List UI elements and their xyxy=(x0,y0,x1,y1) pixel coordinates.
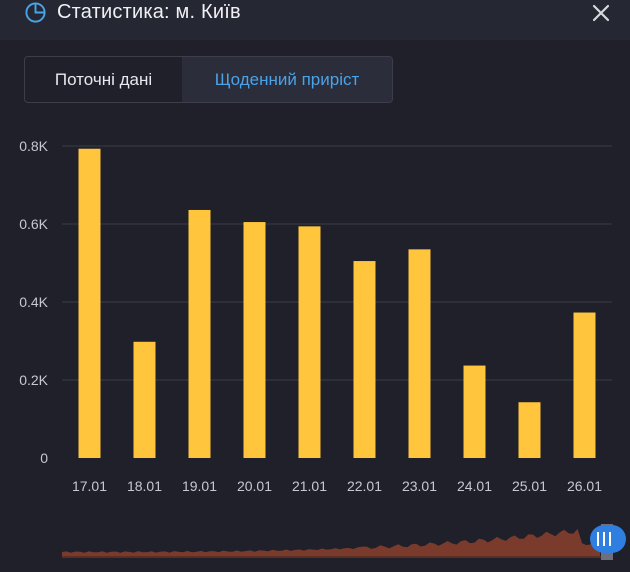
x-tick-label: 22.01 xyxy=(347,478,382,494)
tab-daily-increase[interactable]: Щоденний приріст xyxy=(182,57,392,102)
x-tick-label: 25.01 xyxy=(512,478,547,494)
overview-baseline xyxy=(62,556,602,558)
overview-area xyxy=(62,529,600,558)
bar xyxy=(243,222,266,458)
pie-chart-icon xyxy=(25,2,46,23)
x-tick-label: 17.01 xyxy=(72,478,107,494)
bar xyxy=(78,148,101,459)
x-tick-label: 18.01 xyxy=(127,478,162,494)
x-tick-label: 19.01 xyxy=(182,478,217,494)
bar xyxy=(188,209,211,458)
bar xyxy=(133,341,156,458)
y-tick-label: 0.4K xyxy=(19,294,48,310)
bar xyxy=(353,261,376,458)
x-tick-label: 20.01 xyxy=(237,478,272,494)
daily-increase-bar-chart: 0 0.2K 0.4K 0.6K 0.8K 17.01 18.01 19.01 20.01 21.… xyxy=(19,138,612,494)
y-tick-label: 0.8K xyxy=(19,138,48,154)
window-title: Статистика: м. Київ xyxy=(57,1,241,23)
close-icon[interactable] xyxy=(591,3,611,23)
y-tick-label: 0 xyxy=(40,450,48,466)
range-handle[interactable] xyxy=(590,524,626,560)
y-tick-label: 0.6K xyxy=(19,216,48,232)
tab-current-data[interactable]: Поточні дані xyxy=(54,69,153,89)
bar xyxy=(298,226,321,458)
x-tick-label: 26.01 xyxy=(567,478,602,494)
x-tick-label: 23.01 xyxy=(402,478,437,494)
x-tick-label: 24.01 xyxy=(457,478,492,494)
view-tabs: Поточні дані Щоденний приріст xyxy=(24,56,393,103)
range-overview-slider[interactable] xyxy=(0,510,630,572)
bar xyxy=(518,402,541,458)
window-header: Статистика: м. Київ xyxy=(0,0,630,40)
y-tick-label: 0.2K xyxy=(19,372,48,388)
bar xyxy=(463,365,486,458)
x-tick-label: 21.01 xyxy=(292,478,327,494)
bar xyxy=(573,312,596,458)
bar xyxy=(408,249,431,458)
